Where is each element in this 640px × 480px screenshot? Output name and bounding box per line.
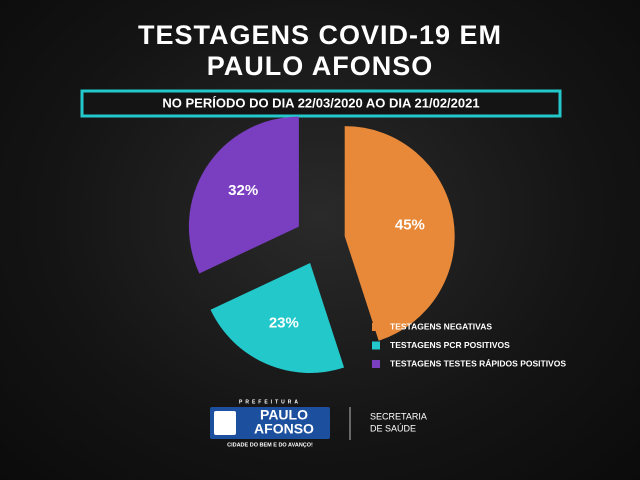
data-label: 23% bbox=[269, 314, 299, 331]
legend-swatch bbox=[372, 341, 380, 350]
legend-swatch bbox=[372, 323, 380, 331]
legend-swatch bbox=[372, 360, 380, 368]
legend-label: TESTAGENS TESTES RÁPIDOS POSITIVOS bbox=[390, 358, 566, 368]
logo-slogan: CIDADE DO BEM E DO AVANÇO! bbox=[227, 442, 313, 448]
chart-title: TESTAGENS COVID-19 EM PAULO AFONSO bbox=[137, 20, 503, 81]
logo-box bbox=[210, 407, 330, 439]
department-line1: SECRETARIA bbox=[370, 411, 427, 421]
subtitle-banner bbox=[80, 89, 562, 118]
logo-top: PREFEITURA bbox=[239, 399, 301, 405]
logo-line1: PAULO bbox=[260, 407, 308, 423]
department-line2: DE SAÚDE bbox=[370, 423, 416, 433]
pie-slice bbox=[188, 116, 299, 274]
logo-crest bbox=[214, 411, 236, 435]
legend-label: TESTAGENS PCR POSITIVOS bbox=[390, 340, 510, 350]
pie-slice bbox=[344, 126, 455, 341]
data-label: 32% bbox=[228, 182, 258, 199]
chart-subtitle: NO PERÍODO DO DIA 22/03/2020 AO DIA 21/0… bbox=[162, 95, 479, 110]
pie-slice bbox=[210, 262, 345, 373]
logo-line2: AFONSO bbox=[254, 421, 314, 437]
legend-label: TESTAGENS NEGATIVAS bbox=[390, 321, 492, 331]
data-label: 45% bbox=[395, 217, 425, 234]
